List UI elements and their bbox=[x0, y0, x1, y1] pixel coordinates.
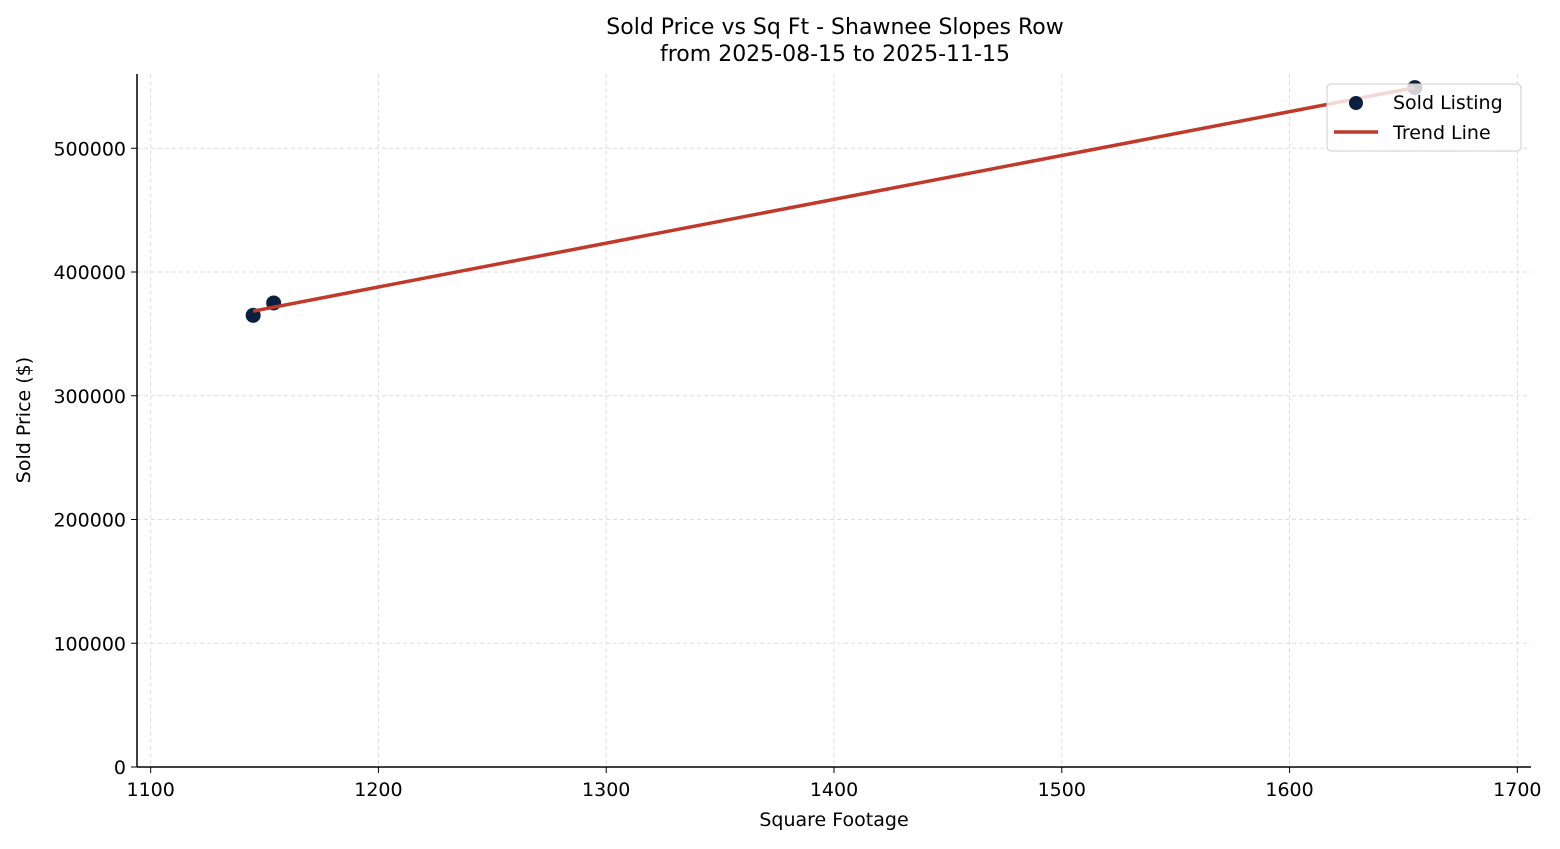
axes: 1100 1200 1300 1400 1500 1600 1700 0 100000 20000… bbox=[53, 74, 1542, 801]
x-tick-label: 1400 bbox=[810, 779, 858, 801]
y-tick-label: 400000 bbox=[53, 262, 126, 284]
y-tick-label: 500000 bbox=[53, 138, 126, 160]
legend: Sold Listing Trend Line bbox=[1326, 83, 1522, 152]
plot-marks bbox=[245, 80, 1423, 323]
y-tick-label: 0 bbox=[114, 757, 126, 779]
legend-box bbox=[1326, 83, 1522, 152]
chart-title: Sold Price vs Sq Ft - Shawnee Slopes Row bbox=[606, 15, 1063, 40]
legend-label-sold-listing: Sold Listing bbox=[1393, 92, 1503, 114]
x-tick-label: 1700 bbox=[1493, 779, 1541, 801]
x-tick-label: 1300 bbox=[582, 779, 630, 801]
legend-label-trend-line: Trend Line bbox=[1392, 122, 1491, 144]
x-tick-label: 1600 bbox=[1265, 779, 1313, 801]
grid bbox=[137, 74, 1531, 768]
chart-subtitle: from 2025-08-15 to 2025-11-15 bbox=[660, 42, 1010, 67]
x-tick-label: 1500 bbox=[1038, 779, 1086, 801]
y-tick-label: 300000 bbox=[53, 386, 126, 408]
x-tick-label: 1200 bbox=[354, 779, 402, 801]
y-tick-label: 200000 bbox=[53, 510, 126, 532]
y-tick-label: 100000 bbox=[53, 633, 126, 655]
x-axis-label: Square Footage bbox=[759, 809, 908, 831]
trend-line bbox=[252, 85, 1416, 313]
y-axis-label: Sold Price ($) bbox=[13, 357, 35, 483]
x-tick-label: 1100 bbox=[126, 779, 174, 801]
legend-marker-sold-listing bbox=[1349, 96, 1363, 110]
